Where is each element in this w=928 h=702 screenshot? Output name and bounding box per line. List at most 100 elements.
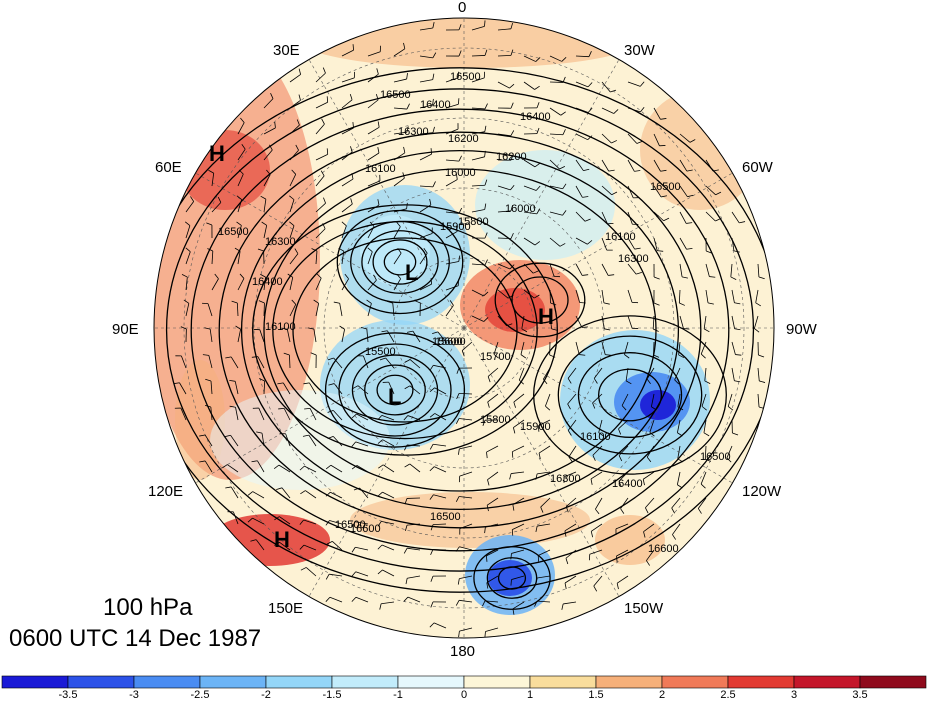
wind-barb (671, 497, 681, 514)
wind-barb (432, 331, 447, 343)
wind-barb (458, 471, 473, 483)
wind-barb (404, 385, 421, 395)
wind-barb (621, 393, 629, 411)
wind-barb (419, 22, 435, 31)
wind-barb (283, 352, 291, 369)
wind-barb (430, 601, 447, 608)
wind-barb (379, 601, 395, 610)
wind-barb (404, 359, 421, 369)
colorbar-segment (727, 675, 795, 689)
wind-barb (564, 575, 577, 589)
wind-barb (414, 300, 421, 317)
wind-barb (601, 185, 618, 196)
wind-barb (300, 567, 317, 577)
wind-barb (185, 196, 194, 213)
contour-label: 16400 (520, 111, 551, 123)
wind-barb (482, 419, 499, 426)
wind-barb (379, 357, 395, 369)
wind-barb (458, 445, 473, 455)
wind-barb (377, 491, 395, 499)
wind-barb (229, 379, 239, 395)
high-center-150e: H (274, 527, 290, 552)
wind-barb (315, 118, 325, 135)
contour-label: 16500 (380, 89, 411, 101)
wind-barb (653, 159, 667, 172)
wind-barb (224, 434, 239, 447)
wind-barb (672, 523, 681, 540)
wind-barb (542, 367, 551, 385)
wind-barb (705, 237, 712, 254)
wind-barb (513, 393, 525, 408)
wind-barb (367, 199, 380, 213)
wind-barb (429, 494, 447, 500)
wind-barb (627, 263, 642, 275)
wind-barb (277, 382, 291, 395)
wind-barb (325, 491, 343, 499)
meridian-line (463, 327, 733, 484)
wind-barb (351, 546, 369, 553)
anomaly-blob (300, 18, 640, 68)
wind-barb (247, 517, 265, 525)
wind-barb (341, 44, 355, 57)
wind-barb (251, 356, 265, 369)
wind-barb (646, 445, 655, 463)
wind-barb (393, 103, 410, 110)
wind-barb (487, 393, 499, 408)
wind-barb (676, 471, 683, 489)
wind-barb (568, 445, 577, 462)
wind-barb (455, 599, 473, 606)
height-contour (351, 354, 439, 426)
wind-barb (404, 463, 421, 473)
wind-barb (351, 521, 369, 528)
wind-barb (445, 24, 462, 31)
wind-barb (653, 107, 667, 120)
wind-barb (393, 73, 408, 83)
wind-barb (627, 185, 640, 199)
wind-barb (731, 341, 742, 356)
lon-label-180: 180 (450, 643, 476, 660)
colorbar-tick: -2 (261, 689, 271, 701)
wind-barb (289, 144, 299, 161)
wind-barb (471, 232, 488, 239)
wind-barb (445, 155, 462, 162)
wind-barb (184, 221, 191, 239)
meridian-line (308, 59, 465, 329)
wind-barb (523, 102, 540, 109)
wind-barb (471, 259, 488, 266)
wind-barb (315, 148, 329, 161)
wind-barb (540, 497, 551, 513)
wind-barb (625, 367, 632, 385)
high-center-60e: H (209, 141, 225, 166)
wind-barb (535, 523, 551, 533)
wind-barb (393, 126, 409, 135)
wind-barb (289, 169, 297, 187)
wind-barb (592, 445, 603, 461)
wind-barb (279, 433, 291, 447)
wind-barb (403, 596, 421, 603)
wind-barb (260, 273, 266, 291)
lon-label-90e: 90E (112, 321, 139, 338)
wind-barb (497, 205, 514, 213)
contour-label: 16400 (420, 99, 451, 111)
wind-barb (458, 627, 473, 638)
colorbar-tick: -1.5 (322, 689, 342, 701)
wind-barb (567, 367, 577, 384)
wind-barb (549, 129, 566, 136)
wind-barb (256, 431, 265, 447)
wind-barb (575, 133, 593, 141)
anomaly-blob (475, 150, 615, 260)
wind-barb (289, 195, 295, 213)
wind-barb (561, 601, 577, 610)
contour-label: 15900 (520, 421, 551, 433)
wind-barb (564, 523, 577, 537)
wind-barb (382, 381, 395, 395)
height-contour (372, 239, 428, 285)
wind-barb (339, 325, 345, 343)
wind-barb (445, 123, 459, 135)
wind-barb (211, 196, 222, 213)
wind-barb (199, 460, 213, 473)
wind-barb (419, 148, 433, 161)
wind-barb (575, 107, 593, 113)
wind-barb (653, 341, 660, 358)
wind-barb (497, 154, 514, 161)
